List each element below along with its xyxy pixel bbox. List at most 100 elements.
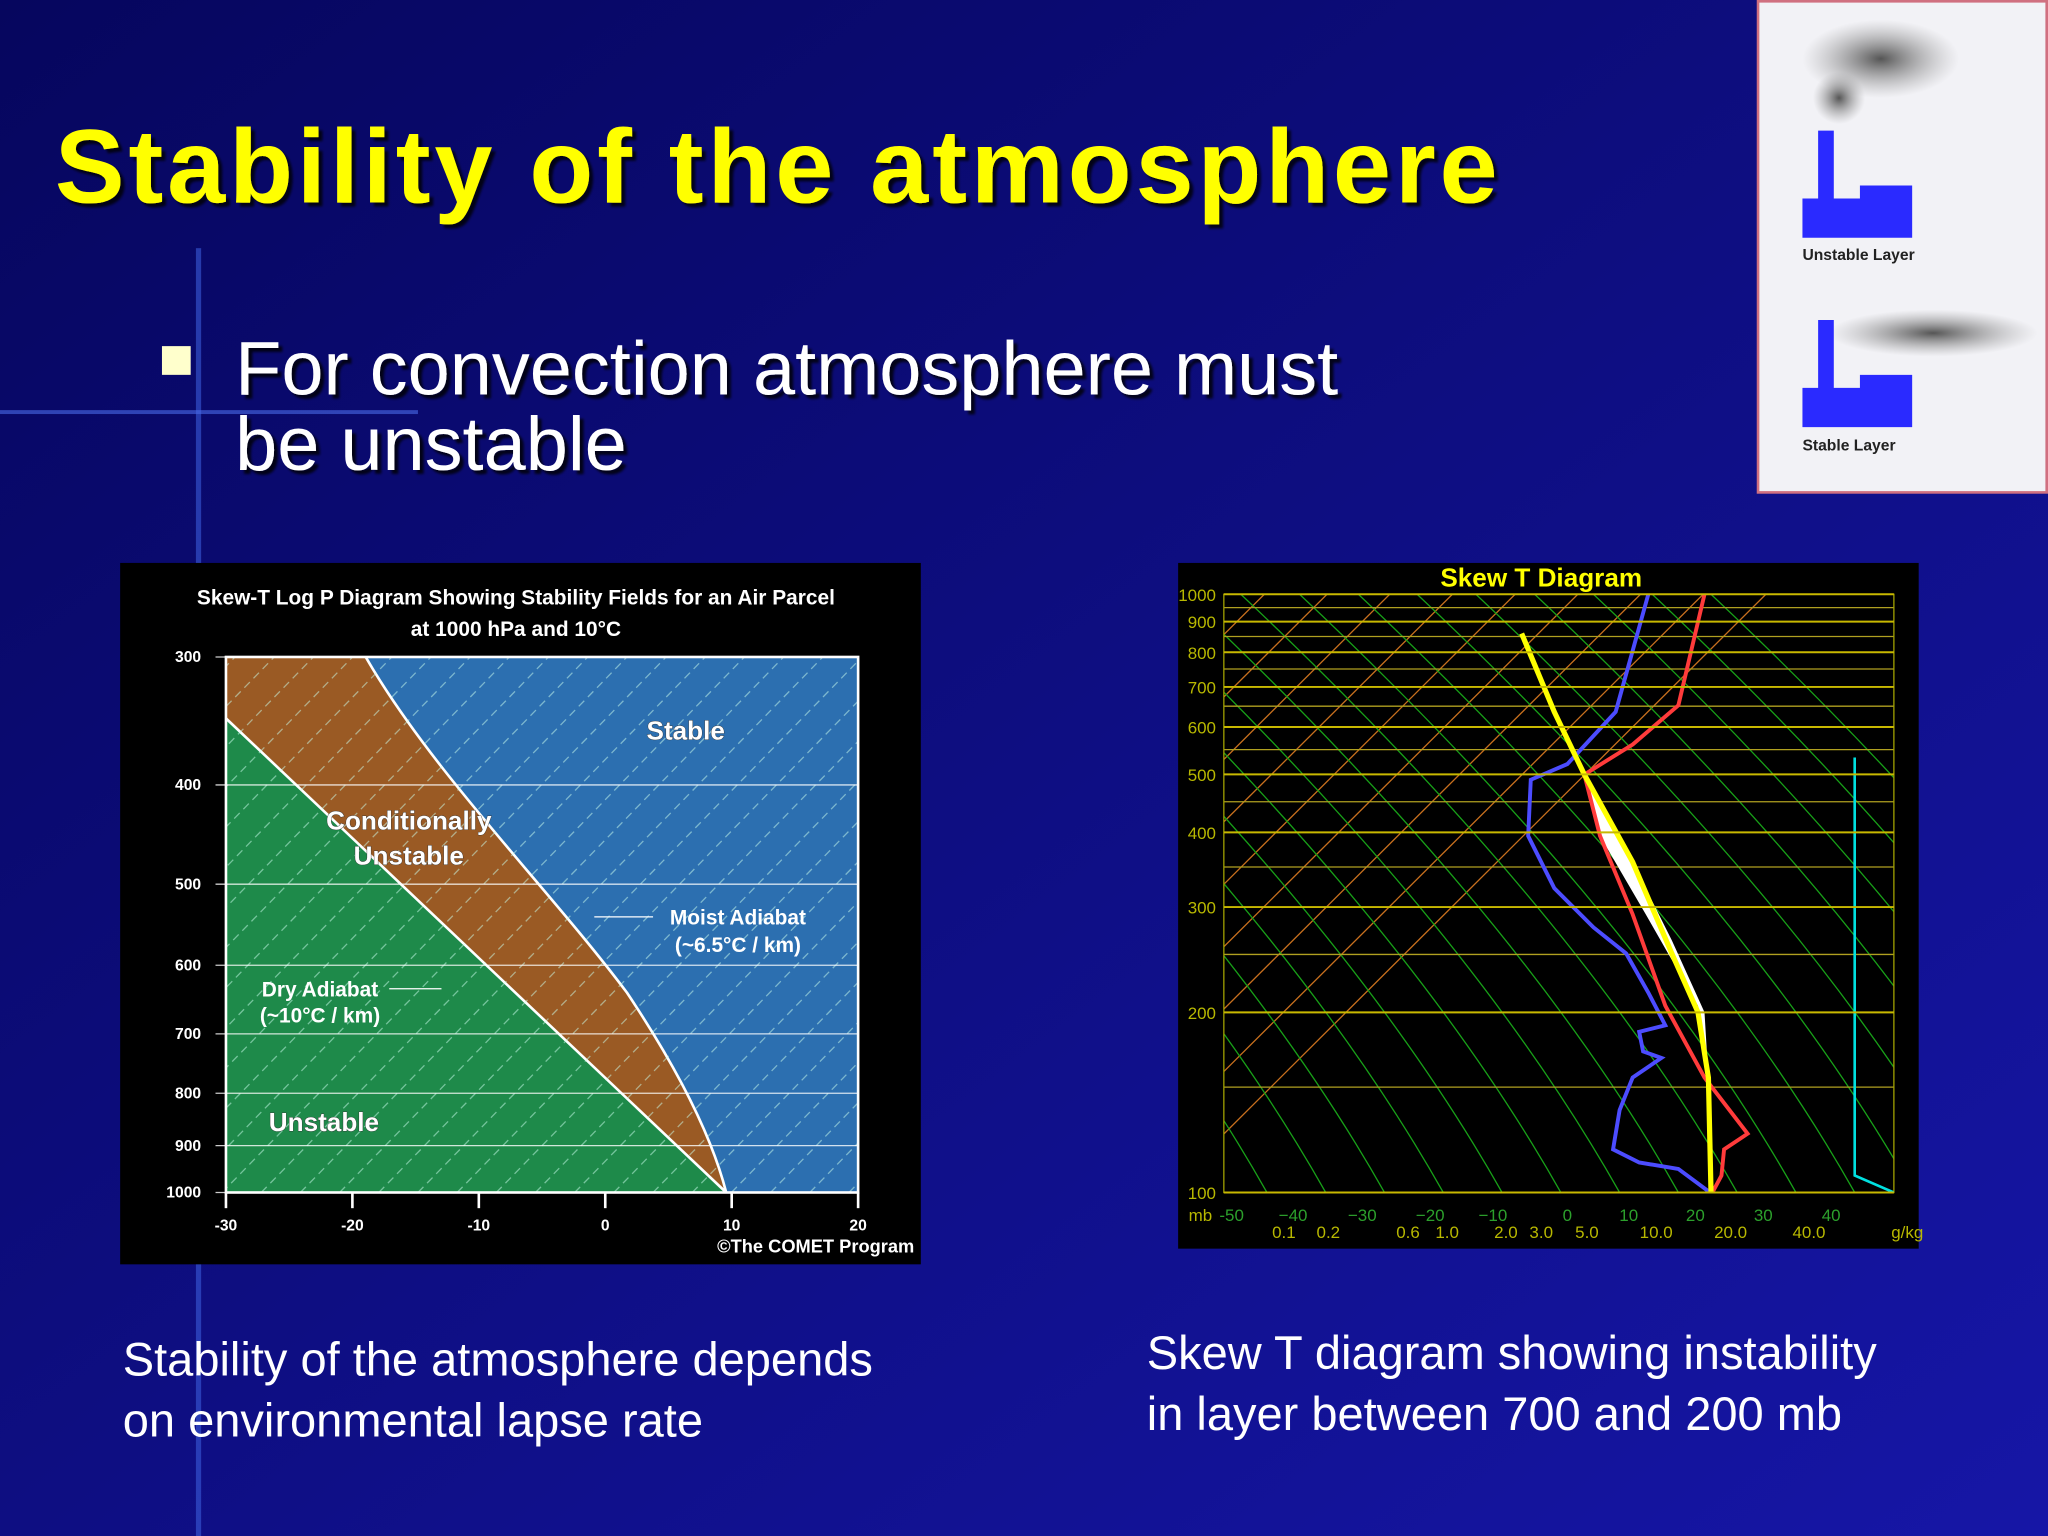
y-tick-label: 900 bbox=[175, 1138, 201, 1155]
decor-line bbox=[1223, 815, 1503, 1193]
decor-line bbox=[260, 656, 785, 1193]
line-label: Dry Adiabat bbox=[262, 979, 378, 1002]
caption: Skew T diagram showing instability bbox=[1147, 1326, 1877, 1379]
decor-line bbox=[299, 656, 824, 1193]
x-tick-label: 10 bbox=[723, 1217, 741, 1234]
y-tick-label: 800 bbox=[1188, 644, 1216, 663]
axis-unit: g/kg bbox=[1891, 1223, 1923, 1242]
x-tick-label: 40 bbox=[1822, 1206, 1841, 1225]
decor-line bbox=[1223, 594, 1516, 886]
decor-line bbox=[1223, 594, 1391, 761]
inset-image: Unstable Layer Stable Layer bbox=[1756, 0, 2048, 494]
caption: in layer between 700 and 200 mb bbox=[1147, 1387, 1842, 1440]
decor-line bbox=[691, 1021, 859, 1193]
decor-line bbox=[1223, 751, 1562, 1193]
decor-line bbox=[225, 656, 667, 1110]
decor-line bbox=[1534, 594, 1894, 988]
decor-line bbox=[225, 656, 745, 1190]
decor-line bbox=[225, 656, 706, 1150]
region-label: Unstable bbox=[354, 841, 464, 871]
x-tick-label: 20 bbox=[1686, 1206, 1705, 1225]
region-label: Unstable bbox=[269, 1107, 379, 1137]
caption: Stability of the atmosphere depends bbox=[123, 1332, 873, 1385]
region-label: Conditionally bbox=[326, 805, 492, 835]
slide-title: Stability of the atmosphere bbox=[55, 108, 1502, 225]
x-tick-label: −40 bbox=[1279, 1206, 1308, 1225]
line-label: (~6.5°C / km) bbox=[675, 934, 801, 957]
y-tick-label: 1000 bbox=[1178, 586, 1216, 605]
y-tick-label: 800 bbox=[175, 1085, 201, 1102]
x-tick-label: 2.0 bbox=[1494, 1223, 1518, 1242]
x-tick-label: 20.0 bbox=[1714, 1223, 1747, 1242]
decor-line bbox=[1223, 594, 1328, 698]
y-tick-label: 400 bbox=[1188, 824, 1216, 843]
decor-line bbox=[1710, 594, 1894, 779]
x-tick-label: 0 bbox=[1563, 1206, 1572, 1225]
y-tick-label: 700 bbox=[1188, 678, 1216, 697]
caption: on environmental lapse rate bbox=[123, 1394, 703, 1447]
decor-line bbox=[652, 981, 859, 1193]
line-label: Moist Adiabat bbox=[670, 907, 806, 930]
y-tick-label: 600 bbox=[1188, 719, 1216, 738]
x-tick-label: -10 bbox=[468, 1217, 491, 1234]
y-tick-label: 100 bbox=[1188, 1184, 1216, 1203]
x-tick-label: 1.0 bbox=[1435, 1223, 1459, 1242]
y-tick-label: 500 bbox=[1188, 766, 1216, 785]
x-tick-label: −30 bbox=[1348, 1206, 1377, 1225]
decor-line bbox=[1475, 594, 1894, 1069]
decor-line bbox=[417, 740, 859, 1193]
figure-title: Skew-T Log P Diagram Showing Stability F… bbox=[197, 587, 835, 610]
decor-line bbox=[1223, 594, 1641, 1011]
x-tick-label: 10.0 bbox=[1640, 1223, 1673, 1242]
figure-title: Skew T Diagram bbox=[1440, 562, 1642, 592]
decor-line bbox=[0, 410, 418, 415]
x-tick-label: −10 bbox=[1478, 1206, 1507, 1225]
decor-line bbox=[1223, 882, 1444, 1193]
x-tick-label: -50 bbox=[1219, 1206, 1244, 1225]
inset-label: Stable Layer bbox=[1802, 438, 1895, 455]
decor-line bbox=[613, 941, 859, 1193]
decor-line bbox=[495, 820, 859, 1193]
x-tick-label: −20 bbox=[1416, 1206, 1445, 1225]
decor-line bbox=[456, 780, 859, 1193]
x-tick-label: 5.0 bbox=[1575, 1223, 1599, 1242]
y-tick-label: 300 bbox=[175, 649, 201, 666]
bullet-text: be unstable bbox=[235, 402, 627, 487]
y-tick-label: 200 bbox=[1188, 1004, 1216, 1023]
x-tick-label: 40.0 bbox=[1792, 1223, 1825, 1242]
bullet-text: For convection atmosphere must bbox=[235, 326, 1338, 411]
decor-line bbox=[730, 1061, 859, 1193]
x-tick-label: 0.2 bbox=[1317, 1223, 1341, 1242]
y-tick-label: 900 bbox=[1188, 613, 1216, 632]
axis-unit: mb bbox=[1189, 1206, 1213, 1225]
decor-line bbox=[535, 860, 859, 1193]
x-tick-label: 0 bbox=[601, 1217, 610, 1234]
decor-line bbox=[574, 901, 859, 1193]
decor-line bbox=[1223, 691, 1621, 1193]
y-tick-label: 700 bbox=[175, 1026, 201, 1043]
decor-line bbox=[1651, 594, 1894, 844]
right-figure: Skew T Diagram mb g/kg 10020030040050060… bbox=[1178, 562, 1923, 1249]
region-label: Stable bbox=[647, 715, 725, 745]
decor-line bbox=[1240, 594, 1738, 1193]
y-tick-label: 400 bbox=[175, 777, 201, 794]
inset-label: Unstable Layer bbox=[1802, 247, 1914, 264]
x-tick-label: 10 bbox=[1619, 1206, 1638, 1225]
decor-line bbox=[1223, 594, 1453, 823]
x-tick-label: 0.1 bbox=[1272, 1223, 1296, 1242]
y-tick-label: 300 bbox=[1188, 899, 1216, 918]
x-tick-label: 30 bbox=[1754, 1206, 1773, 1225]
decor-line bbox=[1223, 954, 1386, 1193]
credit: ©The COMET Program bbox=[717, 1236, 914, 1257]
bullet-marker bbox=[161, 346, 191, 375]
left-figure: Skew-T Log P Diagram Showing Stability F… bbox=[120, 562, 921, 1265]
decor-line bbox=[1223, 633, 1679, 1193]
decor-line bbox=[1223, 1032, 1327, 1193]
decor-line bbox=[1223, 594, 1579, 948]
figure-title: at 1000 hPa and 10°C bbox=[411, 618, 621, 641]
line-label: (~10°C / km) bbox=[260, 1005, 380, 1028]
x-tick-label: -30 bbox=[215, 1217, 238, 1234]
decor-line bbox=[1593, 594, 1894, 913]
x-tick-label: 0.6 bbox=[1396, 1223, 1420, 1242]
